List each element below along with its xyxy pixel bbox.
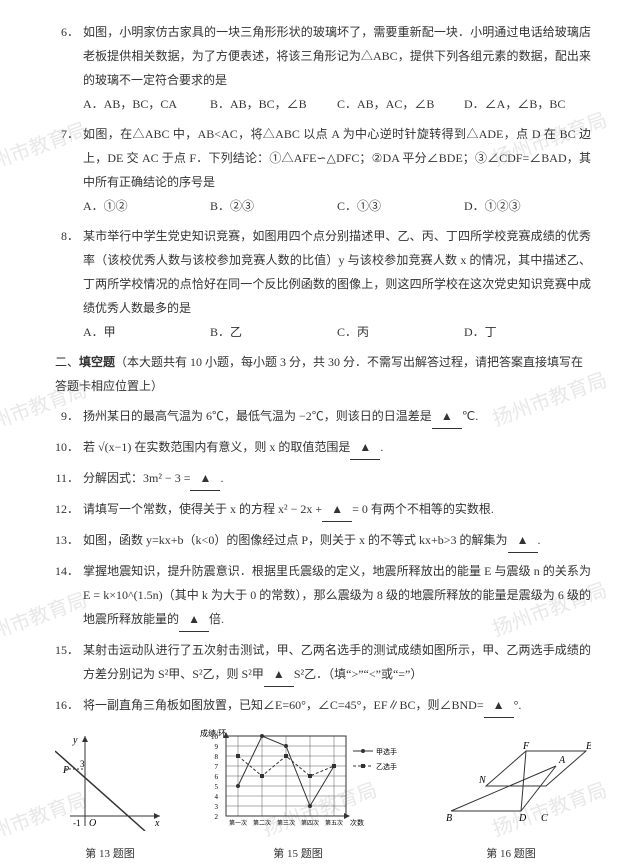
svg-text:7: 7 (215, 763, 219, 771)
figure-13-label: 第 13 题图 (55, 843, 165, 865)
question-13: 13． 如图，函数 y=kx+b（k<0）的图像经过点 P，则关于 x 的不等式… (55, 528, 591, 553)
q15-text: 某射击运动队进行了五次射击测试，甲、乙两名选手的测试成绩如图所示，甲、乙两选手成… (83, 638, 591, 687)
q13-text: 如图，函数 y=kx+b（k<0）的图像经过点 P，则关于 x 的不等式 kx+… (83, 528, 591, 553)
figure-16-label: 第 16 题图 (431, 843, 591, 865)
question-9: 9． 扬州某日的最高气温为 6℃，最低气温为 −2℃，则该日的日温差是 ▲ ℃. (55, 404, 591, 429)
q16-num: 16． (55, 693, 83, 718)
figures-row: P 3 -1 O x y 第 13 题图 成绩/环2345678910第一次第二… (55, 726, 591, 865)
figure-16: B D C A F E N 第 16 题图 (431, 741, 591, 865)
q13-num: 13． (55, 528, 83, 553)
question-8: 8． 某市举行中学生党史知识竞赛，如图用四个点分别描述甲、乙、丙、丁四所学校竞赛… (55, 224, 591, 344)
section-2-title: 二、填空题（本大题共有 10 小题，每小题 3 分，共 30 分．不需写出解答过… (55, 350, 591, 398)
section-2-bold: 填空题 (79, 355, 115, 369)
q12-text: 请填写一个常数，使得关于 x 的方程 x² − 2x + ▲ = 0 有两个不相… (83, 497, 591, 522)
q8-choice-d: D．丁 (464, 320, 591, 344)
svg-text:甲选手: 甲选手 (376, 747, 397, 756)
svg-text:9: 9 (215, 743, 219, 751)
svg-text:N: N (478, 775, 487, 786)
svg-text:D: D (518, 813, 527, 824)
q7-text: 如图，在△ABC 中，AB<AC，将△ABC 以点 A 为中心逆时针旋转得到△A… (83, 122, 591, 194)
question-14: 14． 掌握地震知识，提升防震意识．根据里氏震级的定义，地震所释放出的能量 E … (55, 559, 591, 632)
q6-text: 如图，小明家仿古家具的一块三角形形状的玻璃坏了，需要重新配一块．小明通过电话给玻… (83, 20, 591, 92)
q12-num: 12． (55, 497, 83, 522)
question-6: 6． 如图，小明家仿古家具的一块三角形形状的玻璃坏了，需要重新配一块．小明通过电… (55, 20, 591, 116)
question-7: 7． 如图，在△ABC 中，AB<AC，将△ABC 以点 A 为中心逆时针旋转得… (55, 122, 591, 218)
q11-text: 分解因式：3m² − 3 = ▲ . (83, 466, 591, 491)
svg-text:3: 3 (215, 803, 219, 811)
q10-text: 若 √(x−1) 在实数范围内有意义，则 x 的取值范围是 ▲ . (83, 435, 591, 460)
q6-choice-a: A．AB，BC，CA (83, 92, 210, 116)
svg-text:P: P (62, 765, 69, 776)
svg-text:第二次: 第二次 (253, 819, 271, 827)
q8-choice-b: B．乙 (210, 320, 337, 344)
question-11: 11． 分解因式：3m² − 3 = ▲ . (55, 466, 591, 491)
svg-text:y: y (72, 735, 78, 746)
q7-choice-a: A．①② (83, 194, 210, 218)
svg-text:6: 6 (215, 773, 219, 781)
question-10: 10． 若 √(x−1) 在实数范围内有意义，则 x 的取值范围是 ▲ . (55, 435, 591, 460)
svg-text:次数: 次数 (350, 818, 364, 827)
svg-text:乙选手: 乙选手 (376, 762, 397, 771)
q7-choice-c: C．①③ (337, 194, 464, 218)
question-16: 16． 将一副直角三角板如图放置，已知∠E=60°，∠C=45°，EF∥BC，则… (55, 693, 591, 718)
q8-choices: A．甲 B．乙 C．丙 D．丁 (83, 320, 591, 344)
q15-num: 15． (55, 638, 83, 687)
q7-num: 7． (55, 122, 83, 194)
svg-text:2: 2 (215, 813, 219, 821)
q11-num: 11． (55, 466, 83, 491)
q6-choices: A．AB，BC，CA B．AB，BC，∠B C．AB，AC，∠B D．∠A，∠B… (83, 92, 591, 116)
svg-text:第四次: 第四次 (301, 819, 319, 827)
q6-choice-d: D．∠A，∠B，BC (464, 92, 591, 116)
q14-num: 14． (55, 559, 83, 632)
svg-text:B: B (446, 813, 452, 824)
q7-choice-b: B．②③ (210, 194, 337, 218)
svg-text:C: C (541, 813, 548, 824)
question-12: 12． 请填写一个常数，使得关于 x 的方程 x² − 2x + ▲ = 0 有… (55, 497, 591, 522)
q14-text: 掌握地震知识，提升防震意识．根据里氏震级的定义，地震所释放出的能量 E 与震级 … (83, 559, 591, 632)
svg-text:第三次: 第三次 (277, 819, 295, 827)
q9-num: 9． (55, 404, 83, 429)
svg-text:3: 3 (80, 759, 85, 769)
figure-16-svg: B D C A F E N (431, 741, 591, 831)
figure-15: 成绩/环2345678910第一次第二次第三次第四次第五次次数甲选手乙选手 第 … (198, 726, 398, 865)
svg-text:5: 5 (215, 783, 219, 791)
svg-text:4: 4 (215, 793, 219, 801)
svg-text:10: 10 (211, 733, 219, 741)
q16-text: 将一副直角三角板如图放置，已知∠E=60°，∠C=45°，EF∥BC，则∠BND… (83, 693, 591, 718)
q8-num: 8． (55, 224, 83, 320)
q8-choice-a: A．甲 (83, 320, 210, 344)
figure-15-label: 第 15 题图 (198, 843, 398, 865)
svg-text:x: x (154, 818, 160, 829)
q6-choice-b: B．AB，BC，∠B (210, 92, 337, 116)
svg-text:第一次: 第一次 (229, 819, 247, 827)
figure-13: P 3 -1 O x y 第 13 题图 (55, 731, 165, 865)
q8-text: 某市举行中学生党史知识竞赛，如图用四个点分别描述甲、乙、丙、丁四所学校竞赛成绩的… (83, 224, 591, 320)
figure-13-svg: P 3 -1 O x y (55, 731, 165, 831)
q7-choice-d: D．①②③ (464, 194, 591, 218)
svg-text:F: F (522, 741, 530, 752)
q10-num: 10． (55, 435, 83, 460)
q8-choice-c: C．丙 (337, 320, 464, 344)
q9-text: 扬州某日的最高气温为 6℃，最低气温为 −2℃，则该日的日温差是 ▲ ℃. (83, 404, 591, 429)
q6-num: 6． (55, 20, 83, 92)
svg-text:E: E (585, 741, 591, 752)
question-15: 15． 某射击运动队进行了五次射击测试，甲、乙两名选手的测试成绩如图所示，甲、乙… (55, 638, 591, 687)
figure-15-svg: 成绩/环2345678910第一次第二次第三次第四次第五次次数甲选手乙选手 (198, 726, 398, 831)
svg-text:O: O (89, 818, 96, 829)
svg-text:A: A (558, 755, 566, 766)
svg-text:-1: -1 (73, 818, 81, 828)
svg-text:第五次: 第五次 (325, 819, 343, 827)
section-2-rest: （本大题共有 10 小题，每小题 3 分，共 30 分．不需写出解答过程，请把答… (55, 355, 583, 393)
q6-choice-c: C．AB，AC，∠B (337, 92, 464, 116)
svg-text:8: 8 (215, 753, 219, 761)
q7-choices: A．①② B．②③ C．①③ D．①②③ (83, 194, 591, 218)
